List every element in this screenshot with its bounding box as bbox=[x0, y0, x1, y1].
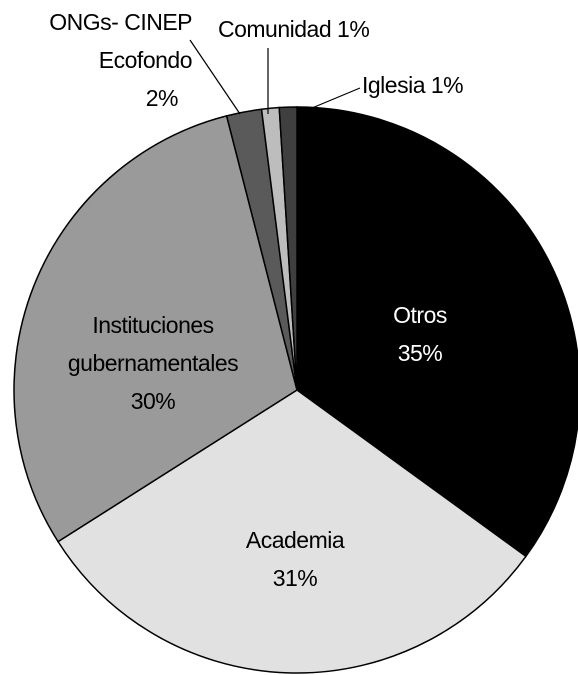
pie-slice bbox=[57, 389, 528, 674]
value-label: 1% bbox=[337, 16, 370, 42]
slice-label: ONGs- CINEP Ecofondo 2% bbox=[2, 3, 192, 117]
pie-slice bbox=[296, 106, 578, 558]
slice-label: Iglesia 1% bbox=[362, 66, 464, 104]
slice-label: Otros 35% bbox=[320, 296, 520, 372]
value-label: 35% bbox=[397, 340, 443, 366]
slice-label: Instituciones gubernamentales 30% bbox=[48, 306, 258, 420]
category-label: Comunidad bbox=[218, 16, 332, 42]
pie-slice bbox=[278, 106, 298, 391]
category-label: ONGs- CINEP Ecofondo bbox=[49, 9, 192, 73]
leader-line bbox=[311, 87, 361, 109]
value-label: 31% bbox=[272, 565, 318, 591]
category-label: Iglesia bbox=[362, 72, 425, 98]
category-label: Instituciones gubernamentales bbox=[67, 312, 239, 376]
category-label: Otros bbox=[393, 302, 447, 328]
slice-label: Academia 31% bbox=[195, 521, 395, 597]
leader-line bbox=[189, 39, 241, 115]
value-label: 2% bbox=[145, 85, 179, 111]
category-label: Academia bbox=[245, 527, 345, 553]
value-label: 30% bbox=[130, 388, 176, 414]
pie-slice bbox=[13, 114, 298, 543]
slice-label: Comunidad 1% bbox=[218, 10, 370, 48]
value-label: 1% bbox=[430, 72, 464, 98]
